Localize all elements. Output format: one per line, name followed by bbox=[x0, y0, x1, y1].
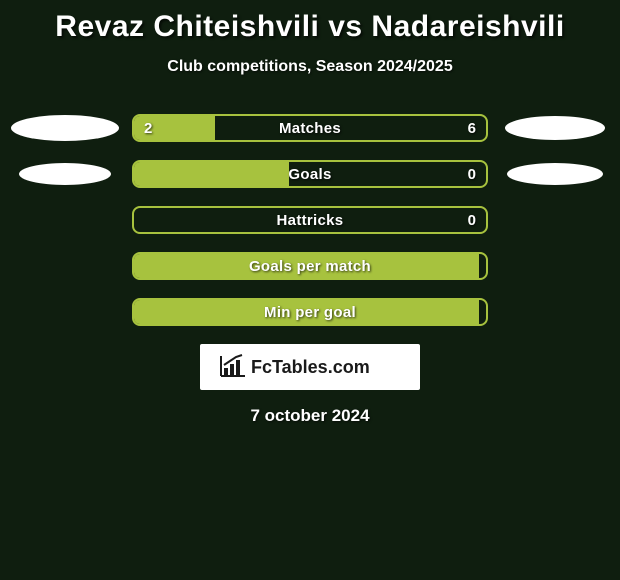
stat-bar: Goals per match bbox=[132, 252, 488, 280]
logo-box: FcTables.com bbox=[200, 344, 420, 390]
stat-label: Matches bbox=[134, 116, 486, 140]
stat-row: Goals per match bbox=[10, 252, 610, 280]
stat-bar: 0Goals bbox=[132, 160, 488, 188]
stat-label: Hattricks bbox=[134, 208, 486, 232]
right-badge-slot bbox=[500, 116, 610, 140]
page-subtitle: Club competitions, Season 2024/2025 bbox=[0, 58, 620, 76]
date-label: 7 october 2024 bbox=[0, 406, 620, 426]
player-badge-right bbox=[507, 163, 603, 185]
stat-label: Goals per match bbox=[134, 254, 486, 278]
right-badge-slot bbox=[500, 163, 610, 185]
player-badge-left bbox=[11, 115, 119, 141]
comparison-infographic: Revaz Chiteishvili vs Nadareishvili Club… bbox=[0, 0, 620, 580]
chart-icon bbox=[221, 355, 245, 376]
logo-text: FcTables.com bbox=[251, 357, 370, 377]
stat-rows: 26Matches 0Goals 0Hattricks Goals per match… bbox=[0, 114, 620, 326]
stat-label: Goals bbox=[134, 162, 486, 186]
left-badge-slot bbox=[10, 163, 120, 185]
stat-bar: 0Hattricks bbox=[132, 206, 488, 234]
stat-bar: 26Matches bbox=[132, 114, 488, 142]
fctables-logo: FcTables.com bbox=[215, 352, 405, 382]
stat-row: 0Goals bbox=[10, 160, 610, 188]
player-badge-right bbox=[505, 116, 605, 140]
page-title: Revaz Chiteishvili vs Nadareishvili bbox=[0, 0, 620, 44]
stat-row: 26Matches bbox=[10, 114, 610, 142]
player-badge-left bbox=[19, 163, 111, 185]
stat-bar: Min per goal bbox=[132, 298, 488, 326]
stat-row: Min per goal bbox=[10, 298, 610, 326]
stat-label: Min per goal bbox=[134, 300, 486, 324]
left-badge-slot bbox=[10, 115, 120, 141]
stat-row: 0Hattricks bbox=[10, 206, 610, 234]
